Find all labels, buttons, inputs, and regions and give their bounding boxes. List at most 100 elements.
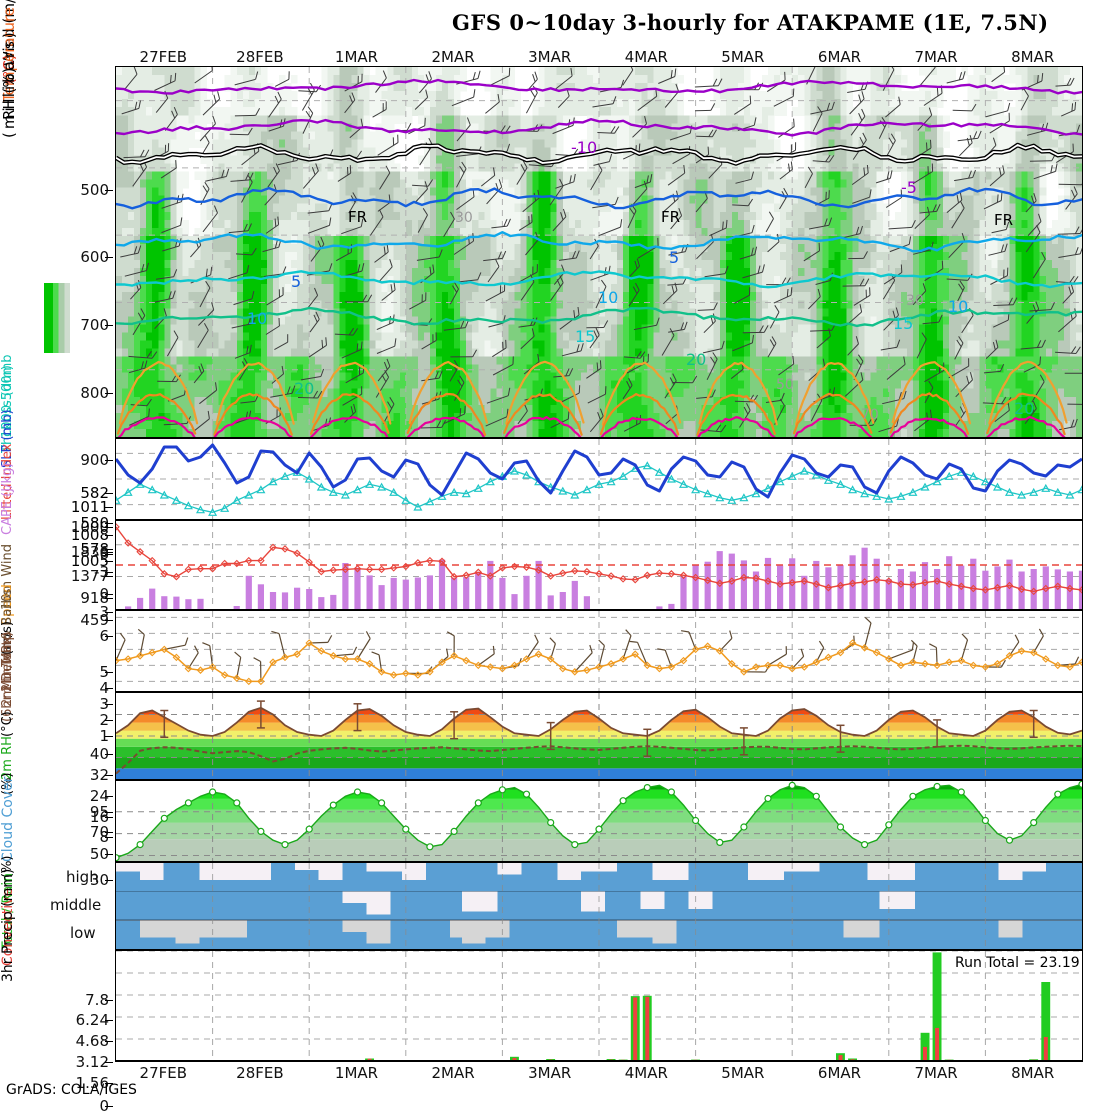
axis-tick-label: 1 — [99, 727, 109, 745]
top-date-axis: 27FEB 28FEB 1MAR 2MAR 3MAR 4MAR 5MAR 6MAR 7MAR 8M… — [115, 48, 1083, 68]
axis-tick-label: 5 — [99, 663, 109, 681]
axis-tick-label: 1.56 — [75, 1074, 109, 1092]
axis-tick-mark — [105, 880, 113, 881]
upper-label-millibars: (millibars) — [0, 29, 18, 138]
axis-tick-mark — [105, 507, 113, 508]
axis-tick-mark — [105, 598, 113, 599]
axis-tick-mark — [105, 775, 113, 776]
axis-tick-label: 1008 — [70, 526, 109, 544]
axis-tick-mark — [105, 754, 113, 755]
upper-left-axis-labels: Wind (m/s) (°C) Temperature RH (%) (mill… — [0, 0, 113, 536]
axis-tick-label: 70 — [89, 823, 109, 841]
date-label: 6MAR — [817, 1064, 862, 1082]
axis-tick-mark — [105, 493, 113, 494]
date-label: 8MAR — [1011, 1064, 1055, 1082]
axis-tick-label: 459 — [80, 611, 109, 629]
axis-tick-mark — [105, 796, 113, 797]
axis-tick-label: 1005 — [70, 552, 109, 570]
upper-air-panel: -10 -5 FR FR FR 5 5 10 10 10 15 15 20 20 20 30 50 70 30 — [115, 66, 1083, 438]
cloud-cover-panel — [115, 862, 1083, 950]
axis-tick-mark — [105, 720, 113, 721]
axis-tick-mark — [105, 325, 113, 326]
axis-tick-mark — [105, 552, 113, 553]
axis-tick-label: 582 — [80, 484, 109, 502]
axis-tick-label: 500 — [80, 181, 109, 199]
axis-tick-mark — [105, 523, 113, 524]
axis-tick-label: 6.24 — [75, 1011, 109, 1029]
axis-tick-label: 1377 — [70, 567, 109, 585]
slp-left-axis-labels: 1000-500mb Thcknss (dm) SLP (mb) 582 1011… — [0, 354, 113, 570]
precip-panel — [115, 950, 1083, 1062]
axis-tick-mark — [105, 837, 113, 838]
axis-tick-mark — [105, 1106, 113, 1107]
rh2m-left-axis-labels: 2m RH (%) 95 70 50 30 — [0, 736, 113, 889]
bottom-date-axis: 27FEB 28FEB 1MAR 2MAR 3MAR 4MAR 5MAR 6MAR 7MAR 8M… — [115, 1064, 1083, 1084]
date-label: 7MAR — [914, 48, 958, 66]
axis-tick-label: 580 — [80, 514, 109, 532]
axis-tick-label: 900 — [80, 451, 109, 469]
axis-tick-label: 4 — [99, 679, 109, 697]
axis-tick-label: -6 — [94, 545, 109, 563]
date-label: 28FEB — [236, 1064, 284, 1082]
cloud-left-axis-labels: Cloud Cover (%) high middle low — [0, 777, 113, 950]
axis-tick-label: 50 — [89, 845, 109, 863]
axis-tick-mark — [105, 1062, 113, 1063]
axis-tick-mark — [105, 812, 113, 813]
axis-tick-label: 1011 — [70, 498, 109, 516]
axis-tick-mark — [105, 190, 113, 191]
axis-tick-mark — [105, 554, 113, 555]
date-label: 28FEB — [236, 48, 284, 66]
cloud-band-middle: middle — [50, 896, 102, 914]
axis-tick-mark — [105, 1083, 113, 1084]
date-label: 8MAR — [1011, 48, 1055, 66]
axis-tick-mark — [105, 572, 113, 573]
axis-tick-mark — [105, 576, 113, 577]
axis-tick-mark — [105, 527, 113, 528]
run-total-label: Run Total = 23.19 — [955, 955, 1080, 971]
axis-tick-label: 600 — [80, 248, 109, 266]
axis-tick-mark — [105, 817, 113, 818]
axis-tick-label: 800 — [80, 384, 109, 402]
axis-tick-label: 4.68 — [75, 1032, 109, 1050]
date-label: 4MAR — [624, 48, 668, 66]
date-label: 5MAR — [721, 48, 765, 66]
precip-left-axis-labels: Total / Rain Convective 3hr Precip (mm) … — [0, 869, 113, 1115]
axis-tick-mark — [105, 460, 113, 461]
axis-tick-label: 0 — [99, 585, 109, 603]
cape-left-axis-labels: Lifted Index CAPE (J/kg) 1836 -6 -3 1377 0 91… — [0, 444, 113, 645]
axis-tick-mark — [105, 704, 113, 705]
date-label: 1MAR — [334, 1064, 379, 1082]
date-label: 6MAR — [817, 48, 862, 66]
rh2m-panel — [115, 780, 1083, 862]
axis-tick-mark — [105, 688, 113, 689]
axis-tick-mark — [105, 672, 113, 673]
axis-tick-label: 8 — [99, 828, 109, 846]
axis-tick-label: 95 — [89, 803, 109, 821]
axis-tick-label: 3.12 — [75, 1053, 109, 1071]
axis-tick-mark — [105, 561, 113, 562]
axis-tick-mark — [105, 1041, 113, 1042]
axis-tick-mark — [105, 257, 113, 258]
temp2m-panel — [115, 692, 1083, 780]
axis-tick-label: 700 — [80, 316, 109, 334]
date-label: 3MAR — [528, 48, 572, 66]
axis-tick-mark — [105, 1000, 113, 1001]
axis-tick-label: 1000 — [70, 518, 109, 536]
axis-tick-label: 24 — [89, 787, 109, 805]
date-label: 2MAR — [431, 1064, 475, 1082]
axis-tick-label: 918 — [80, 589, 109, 607]
axis-tick-label: 40 — [89, 745, 109, 763]
date-label: 2MAR — [431, 48, 475, 66]
temp2m-left-axis-labels: 2m Temp 2m DewPt (6hr Min/Max) (°C) 40 32… — [0, 632, 113, 846]
axis-tick-mark — [105, 636, 113, 637]
rh-legend-swatch — [44, 283, 70, 353]
axis-tick-mark — [105, 549, 113, 550]
axis-tick-label: 32 — [89, 766, 109, 784]
axis-tick-mark — [105, 832, 113, 833]
axis-tick-mark — [105, 393, 113, 394]
slp-thickness-panel — [115, 438, 1083, 520]
axis-tick-label: 1836 — [70, 543, 109, 561]
axis-tick-mark — [105, 620, 113, 621]
date-label: 27FEB — [139, 48, 188, 66]
